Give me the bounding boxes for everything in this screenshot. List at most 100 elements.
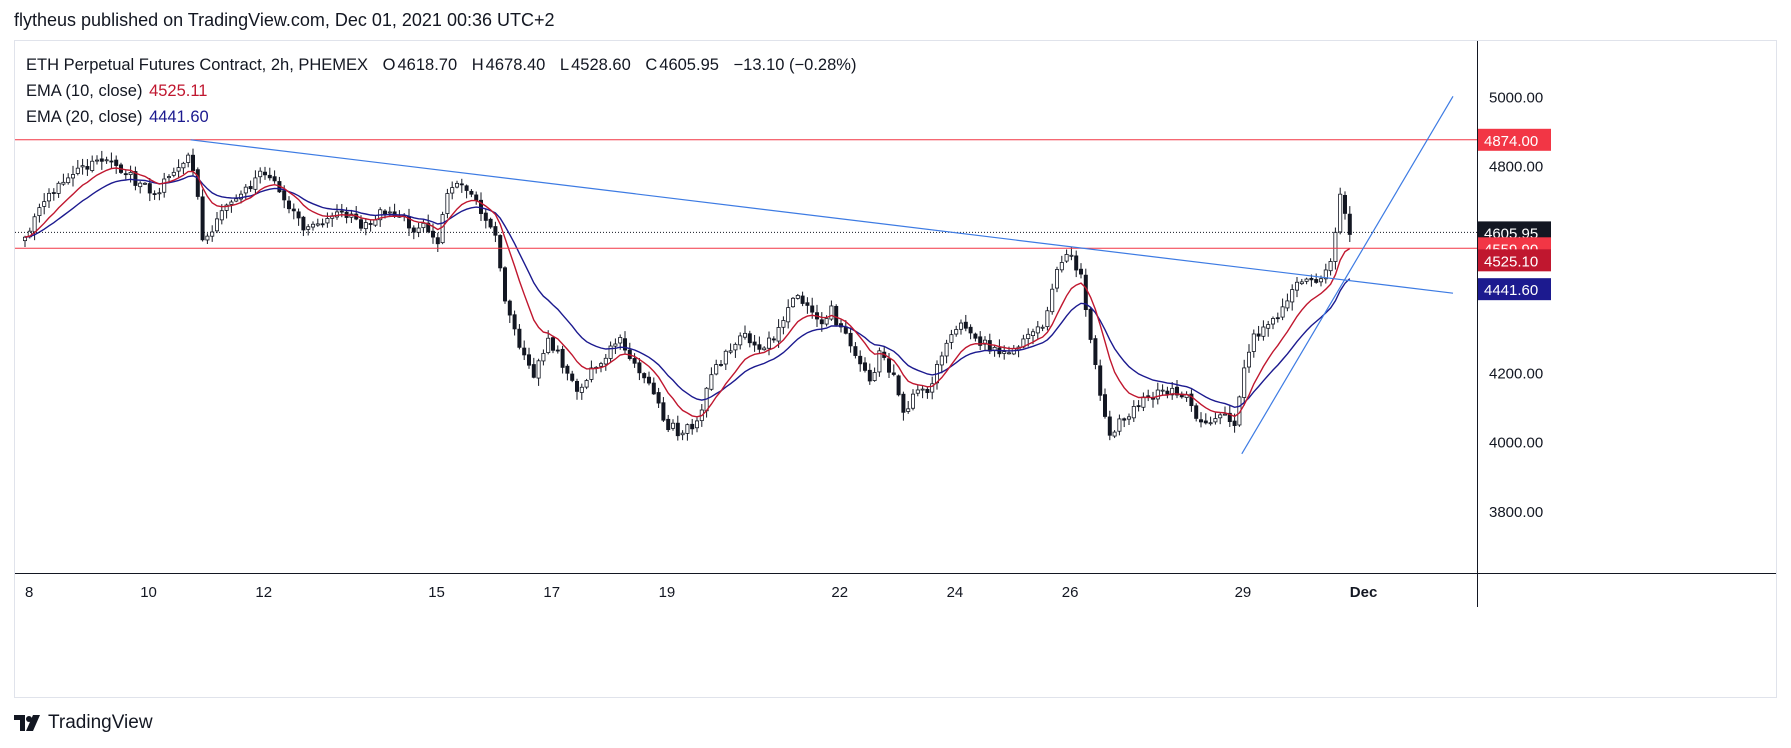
legend-high-label: H — [471, 56, 484, 74]
candle-body-up — [579, 386, 584, 393]
candle-body-up — [166, 176, 171, 179]
y-tick-label: 3800.00 — [1489, 504, 1543, 521]
candle-body-up — [325, 218, 330, 224]
ema10-line — [24, 167, 1351, 418]
candle-body-down — [522, 347, 527, 356]
candle-body-down — [1122, 418, 1127, 421]
candle-body-down — [623, 338, 628, 351]
candle-body-down — [863, 362, 868, 371]
candle-body-down — [282, 190, 287, 201]
candle-body-up — [1040, 326, 1045, 329]
candle-body-up — [1059, 262, 1064, 271]
candle-body-up — [1280, 306, 1285, 318]
x-tick-label: 22 — [831, 584, 848, 601]
candle-body-down — [1175, 386, 1180, 396]
candle-body-down — [1079, 268, 1084, 275]
candle-body-up — [66, 177, 71, 184]
candle-body-down — [1098, 365, 1103, 396]
candle-body-up — [315, 223, 320, 226]
candle-body-down — [296, 211, 301, 219]
candle-body-up — [920, 388, 925, 391]
candle-body-up — [1045, 310, 1050, 328]
y-tick-label: 4000.00 — [1489, 435, 1543, 452]
price-chart[interactable]: 5000.00 4800.00 4200.00 4000.00 3800.00 8 10 12… — [15, 41, 1776, 697]
candle-body-up — [210, 231, 215, 237]
candle-body-down — [1103, 394, 1108, 417]
candle-body-up — [1295, 281, 1300, 291]
legend-ema10-row[interactable]: EMA (10, close) 4525.11 — [26, 78, 856, 104]
candle-body-down — [200, 196, 205, 241]
candle-body-down — [507, 300, 512, 316]
candle-body-up — [387, 211, 392, 214]
candle-body-down — [1256, 333, 1261, 337]
candle-body-up — [939, 355, 944, 366]
tradingview-brand[interactable]: TradingView — [14, 712, 153, 734]
candle-body-up — [454, 182, 459, 188]
candle-body-up — [738, 335, 743, 346]
candle-body-down — [819, 319, 824, 325]
candle-body-down — [752, 341, 757, 346]
candle-body-down — [1275, 317, 1280, 320]
legend-open-value: 4618.70 — [397, 56, 458, 74]
candle-body-down — [690, 423, 695, 430]
candle-body-down — [853, 346, 858, 356]
candle-body-up — [1213, 418, 1218, 423]
legend-ohlc-row: ETH Perpetual Futures Contract, 2h, PHEM… — [26, 52, 856, 78]
candle-body-down — [190, 154, 195, 172]
candle-body-up — [219, 210, 224, 221]
candle-body-down — [1343, 194, 1348, 214]
legend-ema20-row[interactable]: EMA (20, close) 4441.60 — [26, 104, 856, 130]
candle-body-up — [1055, 269, 1060, 289]
candle-body-up — [1266, 324, 1271, 329]
candle-body-up — [334, 211, 339, 218]
candle-body-down — [661, 402, 666, 421]
candle-body-up — [1050, 288, 1055, 313]
legend-low-value: 4528.60 — [571, 56, 631, 74]
y-tick-label: 4800.00 — [1489, 158, 1543, 175]
candle-body-down — [575, 380, 580, 392]
candle-body-up — [983, 339, 988, 345]
price-label-text: 4525.10 — [1484, 253, 1538, 270]
candle-body-down — [339, 210, 344, 213]
candle-body-up — [1127, 416, 1132, 420]
candle-body-up — [733, 343, 738, 351]
candle-body-up — [416, 227, 421, 233]
candle-body-up — [959, 322, 964, 330]
candle-body-down — [987, 340, 992, 352]
candle-body-down — [1136, 405, 1141, 408]
candle-body-down — [1347, 213, 1352, 235]
candle-body-up — [872, 372, 877, 381]
candle-body-down — [901, 393, 906, 413]
legend-ema20-value: 4441.60 — [149, 108, 209, 126]
candle-body-down — [99, 158, 104, 162]
candle-body-up — [1290, 289, 1295, 303]
candle-body-up — [791, 297, 796, 308]
x-tick-label: 15 — [428, 584, 445, 601]
candle-body-down — [973, 333, 978, 339]
candle-body-up — [1208, 422, 1213, 425]
legend-open-label: O — [382, 56, 396, 74]
candle-body-up — [1299, 281, 1304, 285]
candle-body-up — [224, 204, 229, 211]
candle-body-up — [1328, 261, 1333, 272]
candle-body-up — [1271, 318, 1276, 325]
x-tick-label: 26 — [1062, 584, 1079, 601]
candle-body-down — [123, 173, 128, 176]
candle-body-up — [906, 408, 911, 412]
candle-body-down — [632, 358, 637, 364]
candle-body-down — [867, 369, 872, 382]
candle-body-down — [551, 337, 556, 351]
y-tick-label: 4200.00 — [1489, 366, 1543, 383]
candle-body-up — [1112, 431, 1117, 437]
candle-body-up — [728, 350, 733, 353]
candle-body-up — [142, 182, 147, 185]
candle-body-down — [248, 186, 253, 190]
candle-body-down — [637, 362, 642, 374]
candle-body-up — [56, 182, 61, 194]
candle-body-down — [647, 376, 652, 384]
candle-body-down — [320, 223, 325, 226]
candle-body-up — [584, 380, 589, 388]
candle-body-up — [1160, 389, 1165, 392]
candle-body-up — [1026, 333, 1031, 339]
candle-body-down — [469, 190, 474, 195]
